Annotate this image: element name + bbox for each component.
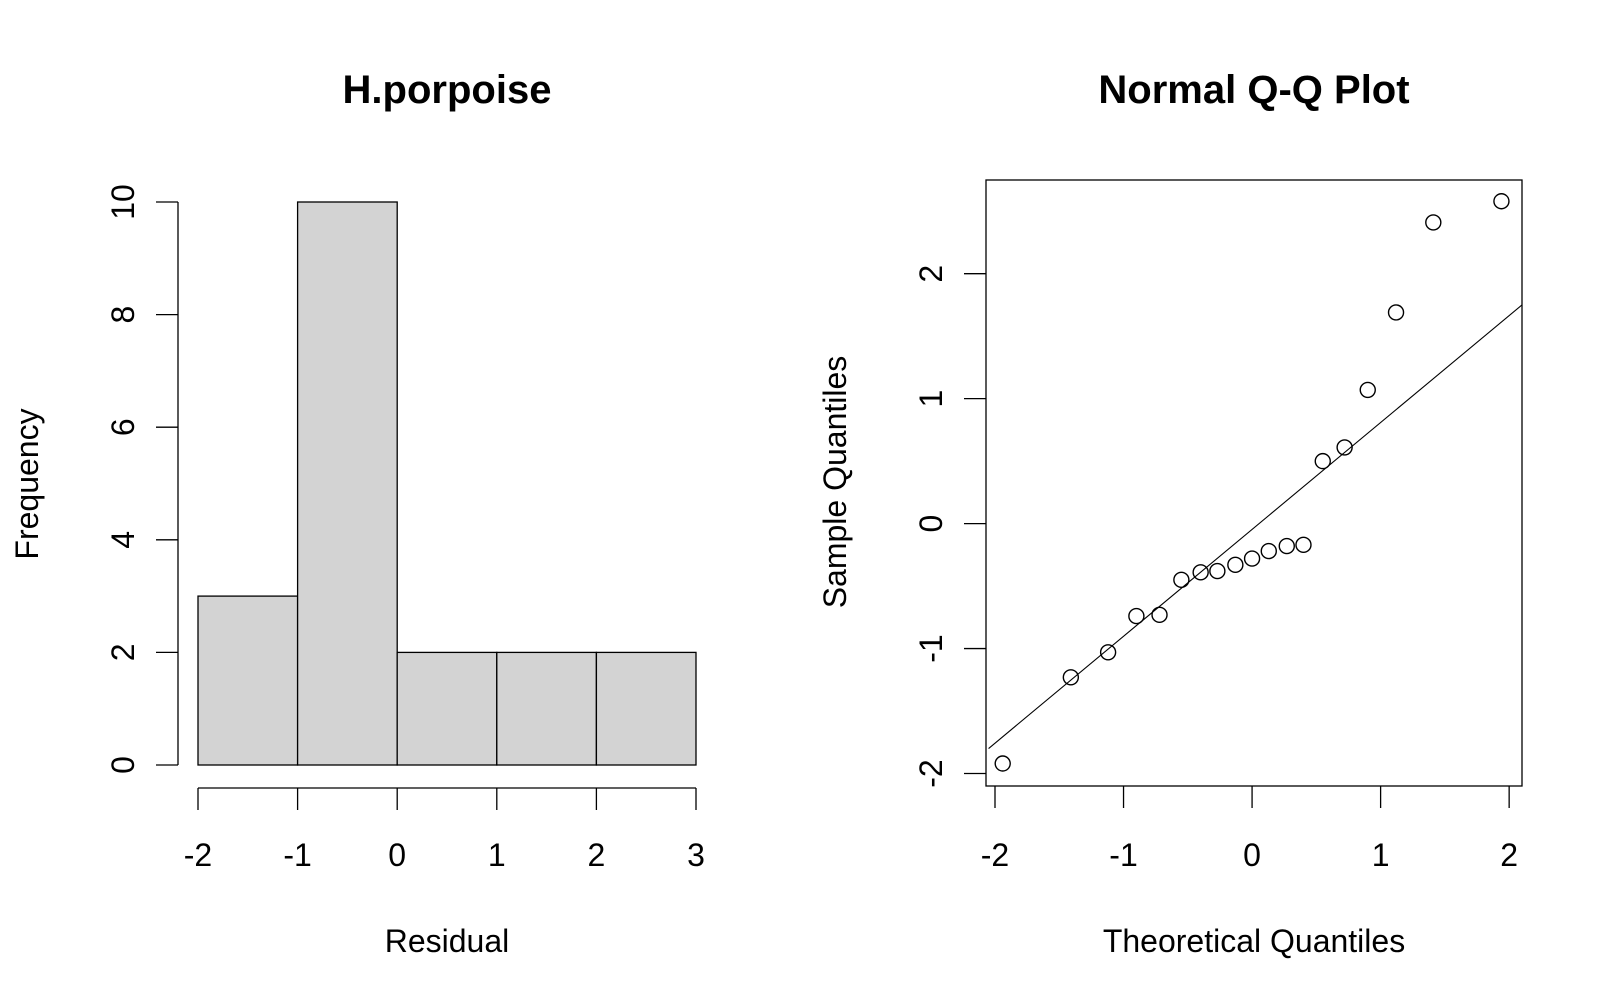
- qq-x-tick-label: -1: [1109, 837, 1137, 873]
- qq-point: [1227, 556, 1244, 574]
- histogram-y-axis-label: Frequency: [9, 408, 45, 559]
- qq-y-tick-label: 1: [913, 390, 949, 408]
- qq-point: [1295, 536, 1312, 554]
- histogram-x-tick-label: -1: [283, 837, 311, 873]
- qq-x-tick-label: -2: [981, 837, 1009, 873]
- qq-plot-panel: Normal Q-Q Plot Theoretical Quantiles Sa…: [817, 68, 1523, 959]
- qq-plot-title: Normal Q-Q Plot: [1098, 68, 1409, 112]
- qq-plot-y-axis: -2 -1 0 1 2: [913, 265, 986, 788]
- histogram-bar: [496, 651, 598, 766]
- qq-x-tick-label: 0: [1243, 837, 1261, 873]
- histogram-x-tick-label: -2: [184, 837, 212, 873]
- histogram-x-tick-label: 0: [388, 837, 406, 873]
- qq-point: [1192, 564, 1209, 581]
- histogram-bars: [197, 201, 697, 766]
- histogram-y-tick-label: 2: [105, 644, 141, 662]
- histogram-bar: [296, 201, 398, 766]
- qq-point: [1209, 562, 1226, 580]
- histogram-title: H.porpoise: [343, 68, 552, 112]
- qq-plot-x-axis-label: Theoretical Quantiles: [1103, 923, 1405, 959]
- histogram-x-tick-label: 3: [687, 837, 705, 873]
- histogram-bar: [197, 595, 299, 766]
- qq-y-tick-label: -1: [913, 634, 949, 662]
- qq-point: [1173, 571, 1190, 589]
- histogram-y-tick-label: 4: [105, 531, 141, 549]
- qq-plot-y-axis-label: Sample Quantiles: [817, 356, 853, 609]
- qq-y-tick-label: 2: [913, 265, 949, 283]
- histogram-y-axis: 0 2 4 6 8 10: [105, 184, 179, 774]
- qq-point: [1062, 669, 1080, 686]
- qq-plot-area: [988, 193, 1522, 772]
- qq-point: [1243, 550, 1261, 567]
- qq-plot-frame: [985, 179, 1523, 787]
- histogram-y-tick-label: 0: [105, 756, 141, 774]
- qq-plot-x-axis: -2 -1 0 1 2: [981, 786, 1518, 873]
- histogram-x-axis: -2 -1 0 1 2 3: [184, 787, 705, 873]
- qq-point: [1314, 452, 1331, 470]
- qq-point: [1260, 542, 1277, 560]
- histogram-x-tick-label: 2: [588, 837, 606, 873]
- qq-x-tick-label: 1: [1372, 837, 1390, 873]
- qq-point: [1425, 214, 1442, 231]
- qq-point: [1099, 644, 1117, 661]
- qq-point: [1128, 607, 1145, 625]
- qq-point: [1336, 439, 1353, 456]
- histogram-bar: [595, 651, 697, 766]
- qq-point: [1359, 381, 1376, 399]
- qq-point: [1387, 304, 1405, 321]
- qq-y-tick-label: -2: [913, 759, 949, 787]
- histogram-y-tick-label: 8: [105, 306, 141, 324]
- histogram-bar: [396, 651, 498, 766]
- qq-point: [1151, 606, 1168, 624]
- histogram-x-axis-label: Residual: [385, 923, 510, 959]
- qq-point: [994, 755, 1011, 772]
- qq-x-tick-label: 2: [1500, 837, 1518, 873]
- histogram-y-tick-label: 6: [105, 418, 141, 436]
- histogram-panel: H.porpoise Residual Frequency -2 -1 0 1 2 3 0…: [9, 68, 705, 959]
- histogram-y-tick-label: 10: [105, 184, 141, 220]
- qq-points: [994, 193, 1510, 772]
- qq-point: [1278, 537, 1295, 555]
- qq-point: [1493, 193, 1510, 210]
- qq-y-tick-label: 0: [913, 515, 949, 533]
- qq-reference-line: [988, 304, 1522, 749]
- histogram-x-tick-label: 1: [488, 837, 506, 873]
